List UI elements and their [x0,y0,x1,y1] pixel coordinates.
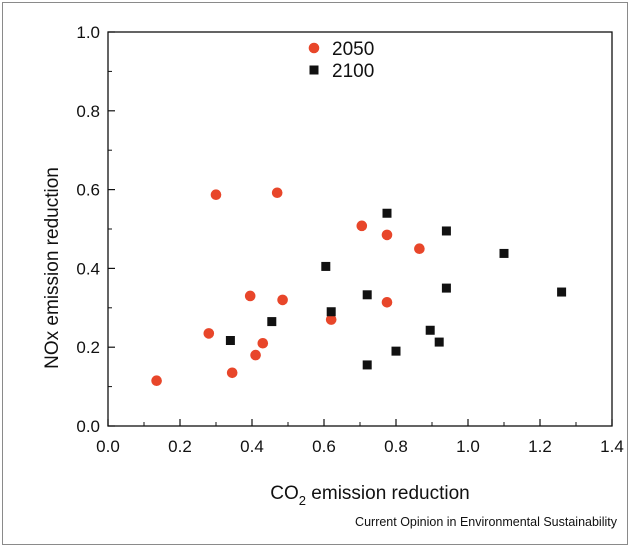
x-axis-title: CO2 emission reduction [270,483,469,508]
y-axis-title: NOx emission reduction [42,167,63,369]
x-axis-title-rest: emission reduction [306,483,470,504]
data-point [382,208,392,218]
y-tick-label: 1.0 [76,23,100,42]
x-tick-label: 0.4 [240,437,264,456]
data-point [557,287,567,297]
data-point [499,248,509,258]
data-point [277,294,288,306]
data-point [381,296,393,308]
x-axis-title-main: CO [270,483,299,504]
data-point [225,336,235,346]
data-point [267,317,277,327]
data-point [326,307,336,317]
series-2100 [225,208,567,370]
source-credit: Current Opinion in Environmental Sustain… [355,515,618,529]
data-point [151,375,162,386]
y-tick-label: 0.2 [76,338,100,357]
y-tick-label: 0.6 [76,181,100,200]
legend-item-2050: 2050 [308,39,374,60]
tick-labels: 0.0 0.2 0.4 0.6 0.8 1.0 1.2 1.4 0.0 0.2 0.4 0.6 0.8 1… [76,23,623,456]
data-point [325,314,337,325]
y-tick-label: 0.4 [76,259,100,278]
y-tick-label: 0.8 [76,102,100,121]
legend-label: 2100 [332,61,374,82]
x-tick-label: 1.4 [600,437,624,456]
data-point [441,283,451,293]
x-tick-label: 0.8 [384,437,408,456]
data-point [226,367,238,379]
data-point [425,325,435,335]
data-point [250,349,261,361]
data-point [441,226,451,236]
x-tick-label: 1.2 [528,437,552,456]
legend-item-2100: 2100 [309,61,374,82]
x-tick-label: 0.0 [96,437,120,456]
legend-marker [309,65,319,75]
legend-label: 2050 [332,39,374,60]
x-tick-label: 0.6 [312,437,336,456]
data-point [356,220,368,232]
data-point [362,360,372,370]
series-2050 [151,187,425,386]
data-point [362,290,372,300]
x-axis-title-subscript: 2 [299,493,306,508]
data-point [414,243,425,254]
data-point [434,337,444,347]
data-point [257,337,269,349]
legend-marker [308,42,320,54]
x-tick-label: 1.0 [456,437,480,456]
data-point [381,229,393,241]
figure-frame [2,2,628,545]
data-point [210,189,222,201]
data-point [203,328,215,339]
y-tick-label: 0.0 [76,417,100,436]
data-point [321,261,331,271]
data-point [244,290,256,302]
data-point [271,187,283,199]
x-tick-label: 0.2 [168,437,192,456]
data-point [391,346,401,356]
data-marks [151,187,567,386]
